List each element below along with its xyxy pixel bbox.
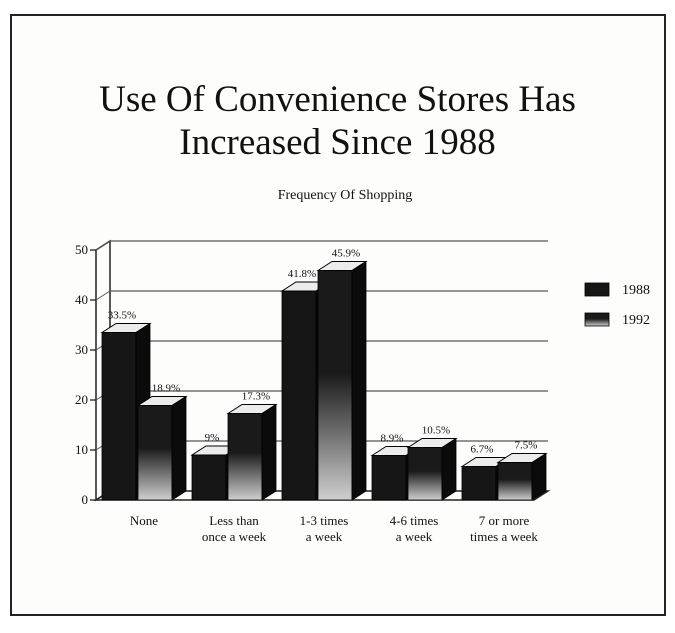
bar-side-1992-0 — [171, 395, 187, 501]
bar-1992-3 — [407, 447, 443, 501]
gridline-side — [95, 290, 111, 301]
y-tick-label: 50 — [75, 242, 88, 257]
chart-bars — [100, 260, 548, 501]
data-label-1992-2: 45.9% — [332, 248, 360, 260]
bar-1988-2 — [281, 290, 317, 501]
category-label-line: 1-3 times — [300, 513, 349, 528]
legend-label-1992: 1992 — [622, 313, 650, 328]
y-tick-label: 30 — [75, 342, 88, 357]
bar-side-1992-4 — [531, 452, 547, 501]
data-label-1992-0: 18.9% — [152, 383, 180, 395]
category-label-line: times a week — [470, 529, 538, 544]
category-label-line: a week — [396, 529, 433, 544]
bar-1988-3 — [371, 455, 407, 501]
data-label-1988-4: 6.7% — [471, 444, 494, 456]
category-label-line: a week — [306, 529, 343, 544]
chart-legend: 1988 1992 — [584, 282, 650, 328]
data-label-1992-4: 7.5% — [515, 440, 538, 452]
y-tick-label: 0 — [82, 492, 89, 507]
category-label-0: None — [130, 513, 158, 528]
legend-swatch-1992 — [584, 312, 610, 327]
y-tick-label: 20 — [75, 392, 88, 407]
data-label-1988-2: 41.8% — [288, 268, 316, 280]
bar-1988-0 — [101, 332, 137, 501]
y-tick-label: 10 — [75, 442, 88, 457]
data-label-1988-3: 8.9% — [381, 433, 404, 445]
category-label-3: 4-6 times a week — [390, 513, 439, 544]
bar-1988-1 — [191, 454, 227, 501]
gridline-side — [95, 240, 111, 251]
category-label-4: 7 or more times a week — [470, 513, 538, 544]
category-label-2: 1-3 times a week — [300, 513, 349, 544]
data-label-1988-0: 33.5% — [108, 310, 136, 322]
chart-subtitle: Frequency Of Shopping — [277, 188, 413, 203]
chart-labels: 33.5% 18.9% None 9% 17.3% Less than once a wee… — [108, 248, 539, 545]
category-label-line: 4-6 times — [390, 513, 439, 528]
data-label-1992-3: 10.5% — [422, 425, 450, 437]
bar-side-1992-1 — [261, 403, 277, 501]
bar-1992-1 — [227, 413, 263, 501]
chart-title: Use Of Convenience Stores Has Increased … — [99, 79, 576, 163]
bar-side-1992-2 — [351, 260, 367, 501]
bar-1992-0 — [137, 405, 173, 501]
y-tick-label: 40 — [75, 292, 88, 307]
category-label-line: 7 or more — [479, 513, 530, 528]
bar-1992-2 — [317, 270, 353, 501]
bar-side-1992-3 — [441, 437, 457, 501]
bar-1992-4 — [497, 462, 533, 501]
legend-label-1988: 1988 — [622, 283, 650, 298]
data-label-1988-1: 9% — [205, 432, 220, 444]
data-label-1992-1: 17.3% — [242, 391, 270, 403]
category-label-1: Less than once a week — [202, 513, 267, 544]
category-label-line: Less than — [209, 513, 259, 528]
category-label-line: None — [130, 513, 158, 528]
category-label-line: once a week — [202, 529, 267, 544]
bar-1988-4 — [461, 466, 497, 501]
legend-swatch-1988 — [584, 282, 610, 297]
